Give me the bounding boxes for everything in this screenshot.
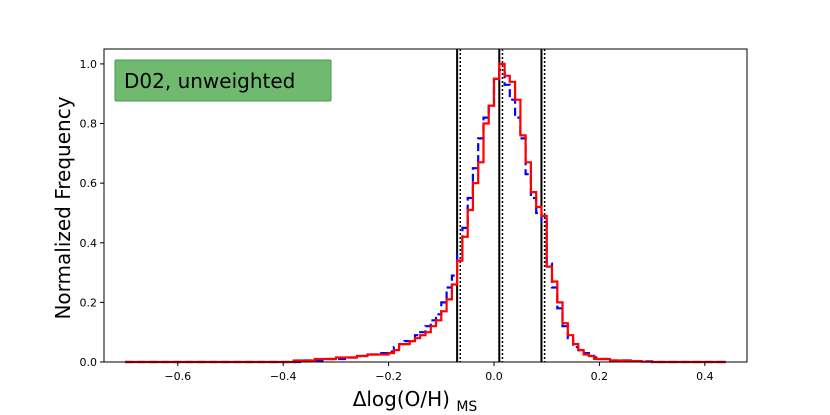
y-tick-label: 1.0 <box>80 58 98 71</box>
plot-frame <box>103 48 748 363</box>
y-axis-label: Normalized Frequency <box>51 96 75 319</box>
annotation-background <box>114 59 332 102</box>
axes: −0.6 −0.4 −0.2 0.0 0.2 0.4 0.0 0.2 0.4 0.6 0.8 1.0 <box>80 48 748 383</box>
x-tick-label: −0.2 <box>375 370 402 383</box>
plot-area <box>125 49 726 364</box>
x-axis-label-main: Δlog(O/H) <box>353 387 450 411</box>
y-tick-label: 0.6 <box>80 177 98 190</box>
y-tick-label: 0.0 <box>80 356 98 369</box>
annotation-label: D02, unweighted <box>124 69 295 93</box>
x-tick-label: 0.4 <box>696 370 714 383</box>
x-tick-label: −0.6 <box>164 370 191 383</box>
annotation-box: D02, unweighted <box>114 59 332 102</box>
y-tick-label: 0.2 <box>80 296 98 309</box>
histogram-series-solid <box>125 62 726 364</box>
x-axis-label: Δlog(O/H) MS <box>353 387 478 415</box>
x-tick-label: −0.4 <box>270 370 297 383</box>
y-tick-label: 0.4 <box>80 237 98 250</box>
y-tick-label: 0.8 <box>80 118 98 131</box>
x-axis-label-subscript: MS <box>456 399 477 415</box>
x-tick-label: 0.2 <box>591 370 609 383</box>
x-tick-label: 0.0 <box>485 370 503 383</box>
